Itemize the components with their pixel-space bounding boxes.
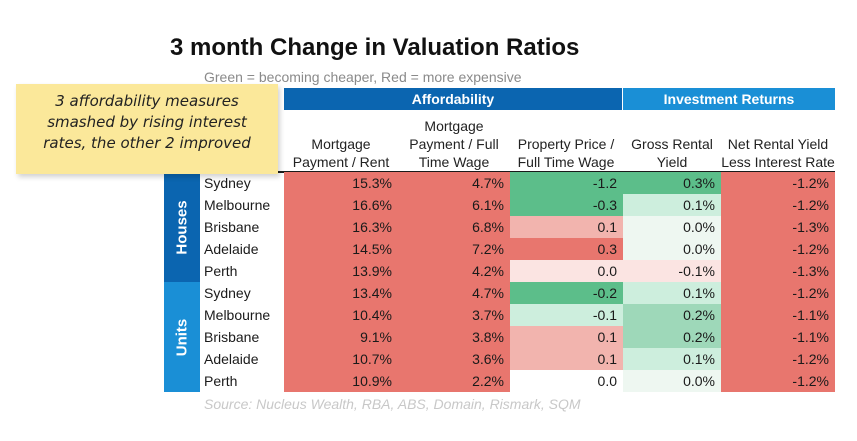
table-cell: 0.0% (623, 216, 721, 238)
table-cell: 3.6% (398, 348, 510, 370)
table-cell: 0.1 (510, 216, 623, 238)
table-cell: 0.3 (510, 238, 623, 260)
table-cell: 0.2% (623, 304, 721, 326)
table-cell: 2.2% (398, 370, 510, 392)
table-cell: 7.2% (398, 238, 510, 260)
column-group-investment-returns: Investment Returns (623, 88, 835, 110)
table-cell: -1.2% (721, 194, 835, 216)
annotation-sticky-note: 3 affordability measures smashed by risi… (16, 84, 278, 174)
row-label: Sydney (204, 175, 251, 191)
table-cell: 10.4% (284, 304, 398, 326)
table-cell: 0.1% (623, 194, 721, 216)
section-label-houses: Houses (164, 172, 200, 282)
table-cell: 16.3% (284, 216, 398, 238)
table-cell: 4.7% (398, 172, 510, 194)
table-cell: 0.0% (623, 238, 721, 260)
table-cell: 9.1% (284, 326, 398, 348)
table-cell: 13.4% (284, 282, 398, 304)
table-cell: -0.2 (510, 282, 623, 304)
row-label: Perth (204, 263, 238, 279)
column-header-gross-yield: Gross Rental Yield (631, 136, 713, 170)
column-header-mortgage-rent: Mortgage Payment / Rent (292, 136, 390, 170)
table-cell: -0.3 (510, 194, 623, 216)
row-label: Perth (204, 373, 238, 389)
section-label-units-text: Units (173, 318, 191, 356)
table-cell: 0.2% (623, 326, 721, 348)
table-cell: 6.8% (398, 216, 510, 238)
table-cell: 0.0% (623, 370, 721, 392)
table-cell: 10.7% (284, 348, 398, 370)
table-cell: 4.2% (398, 260, 510, 282)
table-cell: -0.1 (510, 304, 623, 326)
table-cell: 3.8% (398, 326, 510, 348)
table-cell: -1.2% (721, 370, 835, 392)
table-cell: 14.5% (284, 238, 398, 260)
row-label: Adelaide (204, 351, 259, 367)
table-cell: -1.3% (721, 216, 835, 238)
table-cell: 0.1 (510, 348, 623, 370)
table-cell: -1.2% (721, 282, 835, 304)
table-cell: -1.2% (721, 238, 835, 260)
table-cell: -1.2% (721, 172, 835, 194)
table-cell: 0.1% (623, 282, 721, 304)
column-group-affordability: Affordability (284, 88, 622, 110)
table-cell: -1.1% (721, 304, 835, 326)
table-cell: -1.2 (510, 172, 623, 194)
table-cell: 0.0 (510, 370, 623, 392)
row-label: Melbourne (204, 197, 271, 213)
table-cell: -1.2% (721, 348, 835, 370)
column-header-price-wage: Property Price / Full Time Wage (517, 136, 615, 170)
table-cell: 0.0 (510, 260, 623, 282)
table-cell: 0.1% (623, 348, 721, 370)
table-cell: 4.7% (398, 282, 510, 304)
row-label: Melbourne (204, 307, 271, 323)
source-note: Source: Nucleus Wealth, RBA, ABS, Domain… (204, 396, 581, 412)
table-cell: 10.9% (284, 370, 398, 392)
row-label: Adelaide (204, 241, 259, 257)
table-cell: 3.7% (398, 304, 510, 326)
column-header-mortgage-wage: Mortgage Payment / Full Time Wage (409, 118, 499, 170)
table-cell: 0.1 (510, 326, 623, 348)
column-header-net-yield: Net Rental Yield Less Interest Rate (721, 136, 835, 170)
table-cell: -1.3% (721, 260, 835, 282)
row-label: Sydney (204, 285, 251, 301)
section-label-units: Units (164, 282, 200, 392)
chart-subtitle: Green = becoming cheaper, Red = more exp… (204, 69, 522, 85)
table-cell: 0.3% (623, 172, 721, 194)
table-cell: 13.9% (284, 260, 398, 282)
row-label: Brisbane (204, 329, 260, 345)
chart-title: 3 month Change in Valuation Ratios (170, 34, 580, 61)
table-cell: 6.1% (398, 194, 510, 216)
table-cell: -1.1% (721, 326, 835, 348)
section-label-houses-text: Houses (173, 199, 191, 255)
table-cell: 15.3% (284, 172, 398, 194)
table-cell: -0.1% (623, 260, 721, 282)
row-label: Brisbane (204, 219, 260, 235)
table-cell: 16.6% (284, 194, 398, 216)
